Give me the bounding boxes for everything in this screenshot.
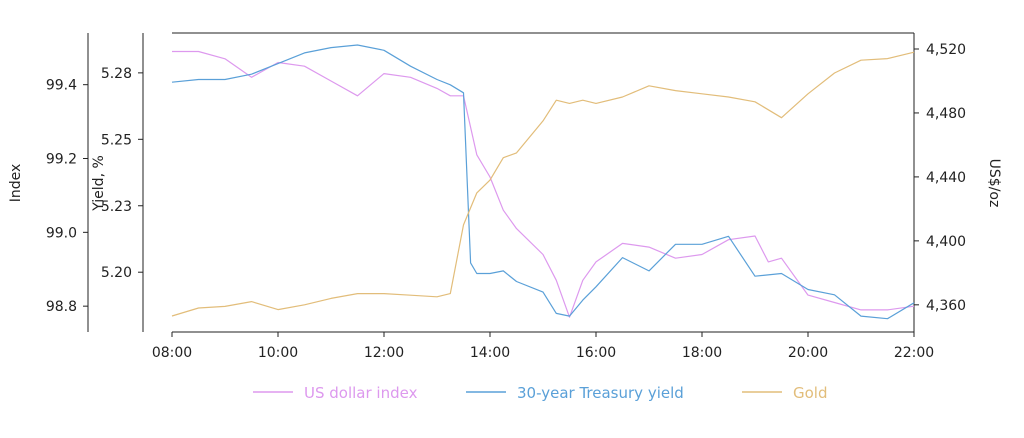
series-line-0 [172, 50, 915, 318]
series-line-1 [171, 44, 915, 320]
gold-tick-label-4: 4,520 [926, 42, 966, 58]
x-tick-label-7: 22:00 [894, 345, 934, 361]
yield-tick-label-2: 5.25 [101, 132, 132, 148]
gold-tick-label-2: 4,440 [926, 170, 966, 186]
series-line-2 [171, 51, 915, 317]
axes-layer: 08:00 10:00 12:00 14:00 16:00 18:00 20:00 22:00… [8, 33, 1002, 361]
yield-tick-label-3: 5.28 [101, 66, 132, 82]
x-tick-label-3: 14:00 [470, 345, 510, 361]
x-tick-label-6: 20:00 [788, 345, 828, 361]
series-layer [171, 44, 915, 320]
gold-axis-title: US$/oz [986, 159, 1002, 208]
gold-tick-label-0: 4,360 [926, 298, 966, 314]
legend-label-2: Gold [793, 384, 828, 402]
index-tick-label-2: 99.2 [46, 152, 77, 168]
legend-label-1: 30-year Treasury yield [517, 384, 684, 402]
index-tick-label-0: 98.8 [46, 299, 77, 315]
x-tick-label-0: 08:00 [152, 345, 192, 361]
x-tick-label-5: 18:00 [682, 345, 722, 361]
yield-axis-title: Yield, % [91, 155, 107, 212]
x-tick-label-2: 12:00 [364, 345, 404, 361]
legend-label-0: US dollar index [304, 384, 418, 402]
x-tick-label-4: 16:00 [576, 345, 616, 361]
index-axis-title: Index [8, 164, 24, 203]
gold-tick-label-1: 4,400 [926, 234, 966, 250]
yield-tick-label-1: 5.23 [101, 199, 132, 215]
yield-tick-label-0: 5.20 [101, 265, 132, 281]
index-tick-label-3: 99.4 [46, 78, 77, 94]
plot-frame [172, 32, 915, 333]
index-tick-label-1: 99.0 [46, 225, 77, 241]
x-tick-label-1: 10:00 [258, 345, 298, 361]
legend: US dollar index 30-year Treasury yield Gol… [253, 384, 828, 402]
gold-tick-label-3: 4,480 [926, 106, 966, 122]
